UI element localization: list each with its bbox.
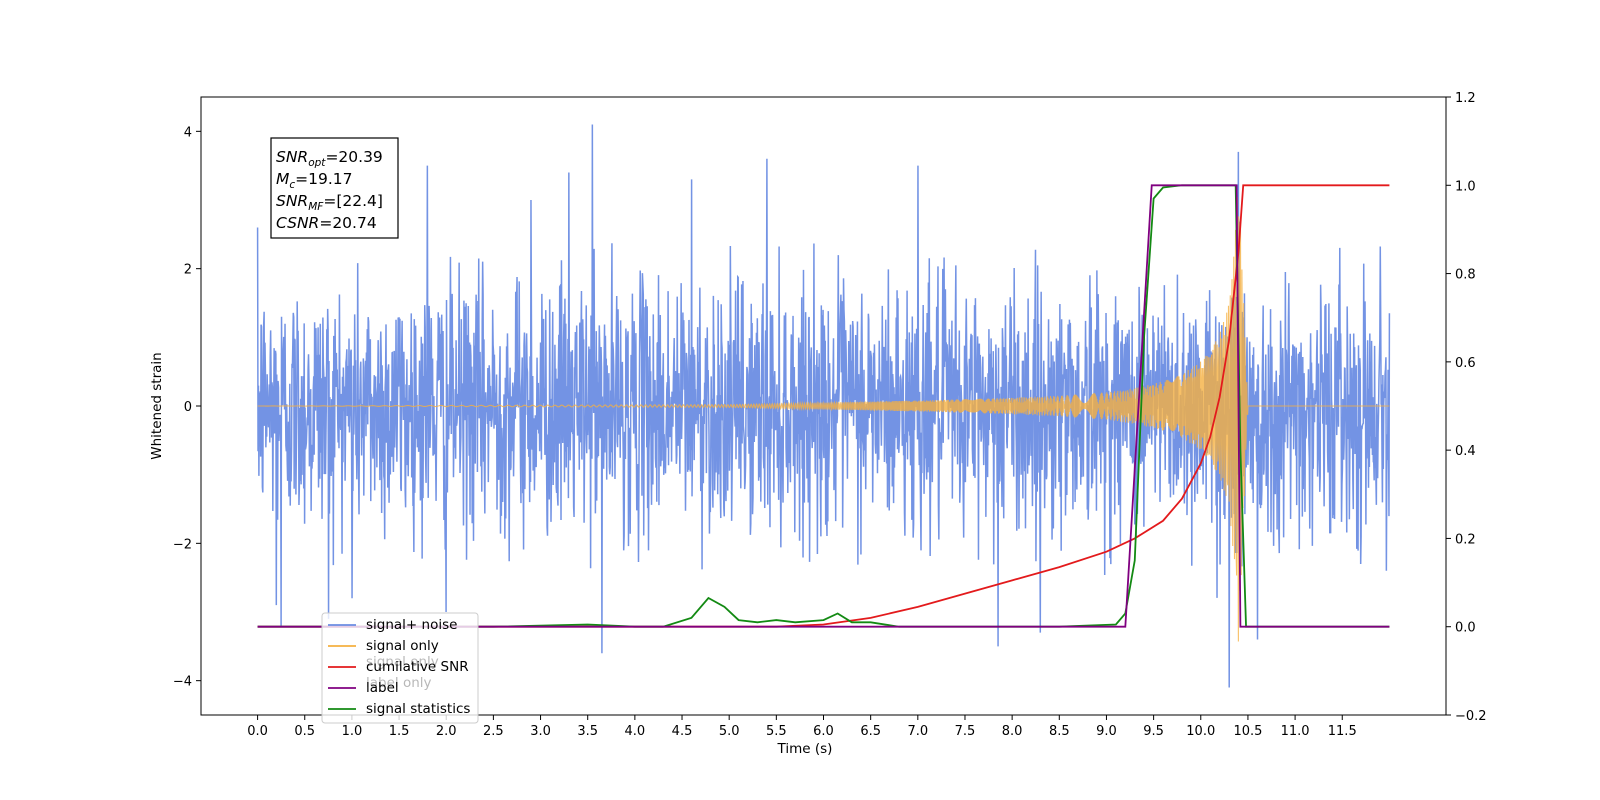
info-mc-value: =19.17 (295, 170, 352, 188)
series-signal-only (257, 196, 1390, 642)
x-tick-label: 4.0 (625, 724, 646, 739)
x-tick-label: 9.5 (1143, 724, 1164, 739)
legend-ghost-signal-only: signal only (366, 654, 439, 670)
x-tick-label: 10.5 (1233, 724, 1262, 739)
x-tick-label: 7.5 (955, 724, 976, 739)
x-tick-label: 11.0 (1281, 724, 1310, 739)
y-right-tick-label: 1.2 (1455, 91, 1476, 106)
x-tick-label: 3.0 (530, 724, 551, 739)
legend-label-signal-statistics: signal statistics (366, 701, 470, 717)
info-box-frame (270, 137, 399, 239)
info-snr-opt-value: =20.39 (325, 148, 382, 166)
y-right-tick-label: 0.8 (1455, 268, 1476, 283)
y-right-tick-label: 1.0 (1455, 179, 1476, 194)
legend-frame (321, 612, 479, 724)
info-snr-mf: SNRMF=[22.4] (276, 192, 383, 213)
plot-area (256, 124, 1391, 688)
x-tick-label: 0.5 (294, 724, 315, 739)
x-tick-label: 1.5 (389, 724, 410, 739)
x-axis-label: Time (s) (777, 741, 833, 757)
y-tick-label: −4 (173, 675, 192, 690)
info-snr-opt: SNRopt=20.39 (276, 148, 383, 169)
x-tick-label: 3.5 (577, 724, 598, 739)
x-tick-label: 2.5 (483, 724, 504, 739)
y-tick-label: 0 (184, 400, 192, 415)
x-tick-label: 1.0 (342, 724, 363, 739)
info-snr-mf-value: =[22.4] (323, 192, 383, 210)
x-tick-label: 5.5 (766, 724, 787, 739)
info-csnr-value: =20.74 (319, 214, 376, 232)
series-cumilative-snr (257, 184, 1390, 628)
axes: 0.0 0.5 1.0 1.5 2.0 2.5 3.0 3.5 4.0 4.5 5.0 5.5 6.0 6… (173, 91, 1487, 739)
y-right-tick-label: 0.2 (1455, 532, 1476, 547)
legend-label-label: label (366, 680, 399, 696)
x-tick-label: 2.0 (436, 724, 457, 739)
x-tick-label: 11.5 (1328, 724, 1357, 739)
x-tick-label: 9.0 (1096, 724, 1117, 739)
y-tick-label: −2 (173, 537, 192, 552)
info-box: SNRopt=20.39 Mc=19.17 SNRMF=[22.4] CSNR=… (270, 137, 399, 239)
info-csnr: CSNR=20.74 (276, 214, 377, 232)
legend-label-cumilative-snr: cumilative SNR (366, 659, 469, 675)
info-mc: Mc=19.17 (276, 170, 353, 191)
legend-label-signal-only: signal only (366, 638, 439, 654)
series-label (257, 184, 1390, 628)
x-tick-label: 4.5 (672, 724, 693, 739)
legend-label-signal-noise: signal+ noise (366, 617, 457, 633)
x-tick-label: 0.0 (247, 724, 268, 739)
y-right-tick-label: 0.0 (1455, 621, 1476, 636)
x-tick-label: 8.0 (1002, 724, 1023, 739)
y-tick-label: 2 (184, 263, 192, 278)
y-right-tick-label: 0.6 (1455, 356, 1476, 371)
y-axis-label: Whitened strain (149, 352, 165, 459)
y-tick-label: 4 (184, 125, 192, 140)
x-tick-label: 6.5 (860, 724, 881, 739)
legend-ghost-label-only: label only (366, 675, 432, 691)
x-tick-label: 6.0 (813, 724, 834, 739)
x-tick-label: 8.5 (1049, 724, 1070, 739)
legend: signal only label only signal+ noise sign… (321, 612, 479, 724)
y-right-tick-label: −0.2 (1455, 709, 1487, 724)
x-tick-label: 5.0 (719, 724, 740, 739)
y-right-tick-label: 0.4 (1455, 444, 1476, 459)
x-tick-label: 7.0 (907, 724, 928, 739)
x-tick-label: 10.0 (1186, 724, 1215, 739)
